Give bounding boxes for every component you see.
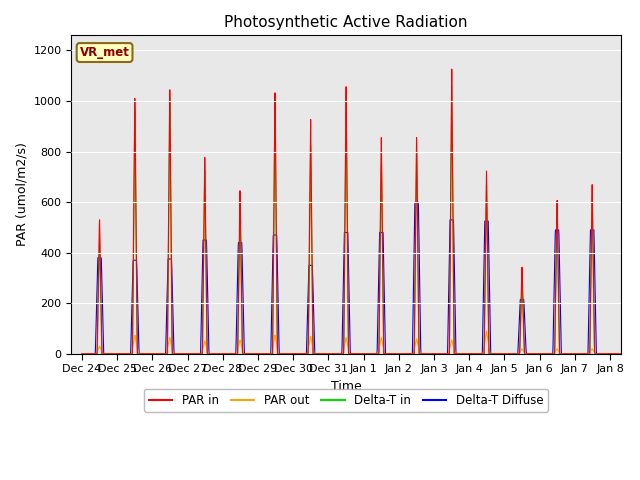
PAR out: [483, 328, 490, 334]
X-axis label: Time: Time: [331, 380, 362, 393]
Delta-T in: [397, 351, 405, 357]
PAR in: [134, 351, 142, 357]
Delta-T in: [256, 351, 264, 357]
Delta-T in: [565, 351, 573, 357]
Delta-T Diffuse: [534, 351, 541, 357]
PAR out: [397, 351, 405, 357]
PAR out: [78, 351, 86, 357]
Delta-T in: [78, 351, 86, 357]
Line: Delta-T Diffuse: Delta-T Diffuse: [82, 202, 640, 354]
Delta-T Diffuse: [78, 351, 86, 357]
PAR out: [134, 350, 142, 356]
Line: PAR in: PAR in: [82, 69, 640, 354]
Legend: PAR in, PAR out, Delta-T in, Delta-T Diffuse: PAR in, PAR out, Delta-T in, Delta-T Dif…: [144, 389, 548, 411]
PAR in: [448, 66, 456, 72]
Delta-T Diffuse: [412, 199, 419, 205]
Line: PAR out: PAR out: [82, 331, 640, 354]
Text: VR_met: VR_met: [79, 46, 129, 59]
PAR in: [78, 351, 86, 357]
PAR out: [256, 351, 264, 357]
PAR in: [634, 351, 640, 357]
Delta-T Diffuse: [134, 319, 142, 324]
Delta-T Diffuse: [397, 351, 405, 357]
Line: Delta-T in: Delta-T in: [82, 87, 640, 354]
Delta-T in: [634, 351, 640, 357]
PAR out: [565, 351, 573, 357]
PAR out: [534, 351, 541, 357]
PAR in: [565, 351, 573, 357]
Delta-T in: [534, 351, 541, 357]
PAR out: [634, 351, 640, 357]
PAR in: [397, 351, 405, 357]
PAR in: [534, 351, 541, 357]
Delta-T Diffuse: [256, 351, 264, 357]
Y-axis label: PAR (umol/m2/s): PAR (umol/m2/s): [15, 143, 28, 247]
Delta-T Diffuse: [634, 351, 640, 357]
PAR in: [256, 351, 264, 357]
Delta-T in: [448, 84, 456, 90]
Title: Photosynthetic Active Radiation: Photosynthetic Active Radiation: [224, 15, 468, 30]
Delta-T Diffuse: [565, 351, 573, 357]
Delta-T in: [134, 351, 142, 357]
